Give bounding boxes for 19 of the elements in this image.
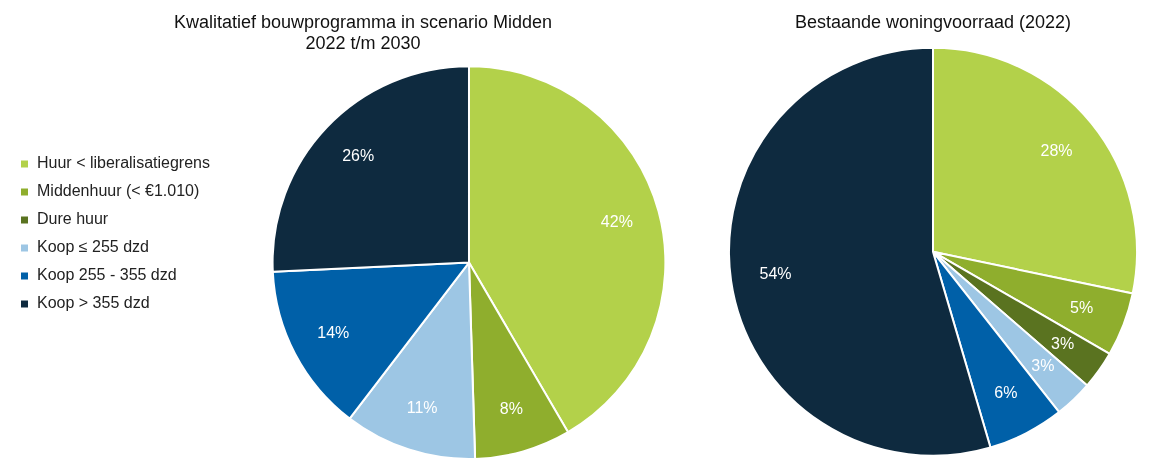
chart-title: Bestaande woningvoorraad (2022) <box>794 11 1072 32</box>
legend-label: Koop ≤ 255 dzd <box>37 238 149 256</box>
data-label: 42% <box>600 212 633 230</box>
data-label: 26% <box>342 147 375 165</box>
data-label: 5% <box>1070 298 1094 316</box>
legend-label: Koop 255 - 355 dzd <box>37 266 177 284</box>
data-label: 3% <box>1031 357 1055 375</box>
data-label: 3% <box>1051 334 1075 352</box>
data-label: 54% <box>759 264 792 282</box>
data-label: 8% <box>499 400 523 418</box>
legend-label: Huur < liberalisatiegrens <box>37 154 210 172</box>
legend-label: Koop > 355 dzd <box>37 294 150 312</box>
legend-label: Dure huur <box>37 210 109 228</box>
data-label: 11% <box>406 398 438 416</box>
data-label: 28% <box>1040 141 1073 159</box>
data-label: 6% <box>994 383 1018 401</box>
data-label: 14% <box>317 324 350 342</box>
legend-label: Middenhuur (< €1.010) <box>37 182 200 200</box>
chart-title: Kwalitatief bouwprogramma in scenario Midden 2022 t/m 2030 <box>173 11 553 54</box>
